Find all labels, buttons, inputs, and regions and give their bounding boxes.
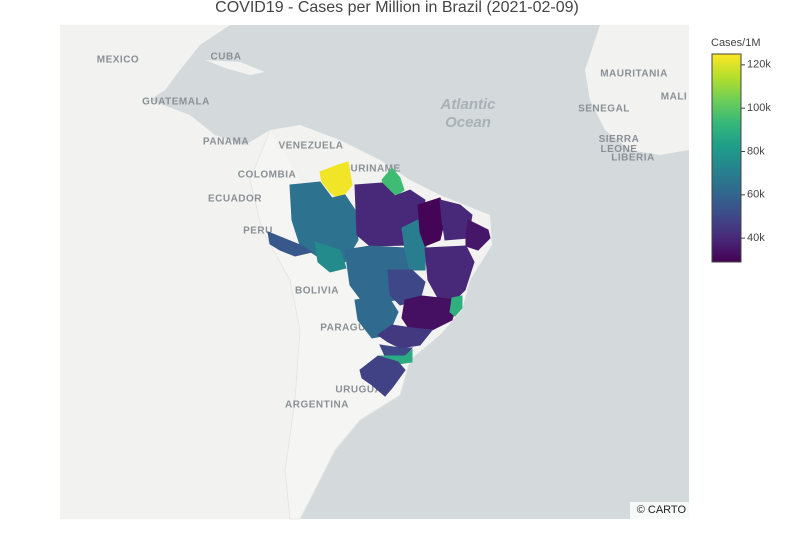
map-label: MAURITANIA	[600, 69, 668, 80]
region	[289, 181, 359, 263]
map-label: PERU	[243, 226, 273, 237]
region	[424, 245, 475, 301]
colorbar-tick-label: 80k	[747, 145, 765, 157]
map-label: MALI	[661, 92, 687, 103]
map-label: ECUADOR	[208, 194, 262, 205]
attribution-bg	[630, 502, 689, 519]
region	[377, 324, 433, 349]
region	[401, 295, 459, 331]
map-label: SIERRA LEONE	[599, 134, 640, 155]
map-label: GUATEMALA	[142, 97, 210, 108]
region	[314, 241, 347, 273]
region	[267, 231, 314, 257]
map-label: CUBA	[211, 52, 242, 63]
map-label: MEXICO	[97, 55, 139, 66]
map-label: LIBERIA	[611, 153, 655, 164]
map: Atlantic Ocean MEXICO CUBA GUATEMALA PANAMA…	[60, 25, 689, 520]
region	[379, 344, 414, 357]
ocean-label: Ocean	[445, 114, 491, 131]
colorbar-tick-label: 60k	[747, 189, 765, 201]
colorbar	[711, 53, 742, 263]
map-label: PANAMA	[203, 137, 249, 148]
colorbar-tick-label: 120k	[747, 59, 771, 71]
map-label: SENEGAL	[578, 104, 630, 115]
map-label: ARGENTINA	[285, 400, 349, 411]
region	[465, 219, 491, 251]
region	[359, 355, 406, 397]
colorbar-tick-label: 100k	[747, 102, 771, 114]
region	[449, 295, 463, 317]
map-label: COLOMBIA	[238, 170, 296, 181]
map-label: BOLIVIA	[295, 286, 339, 297]
land	[249, 129, 411, 520]
map-label: SURINAME	[343, 164, 400, 175]
land	[585, 25, 689, 155]
land	[205, 60, 265, 75]
colorbar-title: Cases/1M	[711, 37, 761, 49]
region	[319, 161, 353, 201]
attribution: © CARTO	[637, 504, 687, 516]
region	[417, 197, 447, 247]
chart-title: COVID19 - Cases per Million in Brazil (2…	[215, 0, 579, 16]
map-label: URUGUAY	[335, 385, 388, 396]
map-label: PARAGUAY	[320, 323, 380, 334]
colorbar-tick-label: 40k	[747, 232, 765, 244]
ocean-label: Atlantic	[439, 96, 496, 113]
map-label: VENEZUELA	[278, 141, 343, 152]
